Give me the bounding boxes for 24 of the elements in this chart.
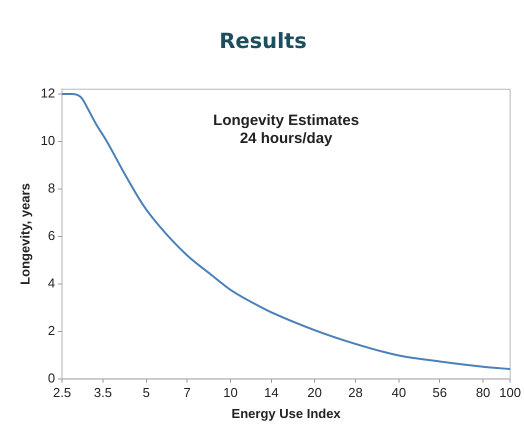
x-tick-label: 40 xyxy=(392,385,406,400)
chart-title: Results xyxy=(219,29,307,54)
x-tick-label: 80 xyxy=(476,385,490,400)
y-tick-label: 8 xyxy=(48,180,56,196)
x-tick-label: 20 xyxy=(307,385,322,400)
y-axis-title: Longevity, years xyxy=(17,183,32,285)
x-tick-label: 10 xyxy=(223,385,238,400)
y-tick-label: 12 xyxy=(40,86,56,101)
y-tick-label: 4 xyxy=(48,275,56,290)
x-tick-label: 7 xyxy=(184,385,191,400)
y-tick-label: 6 xyxy=(48,228,56,243)
x-tick-label: 2.5 xyxy=(53,385,72,400)
x-tick-label: 3.5 xyxy=(94,385,112,400)
x-tick-label: 100 xyxy=(499,385,522,400)
x-tick-label: 28 xyxy=(348,385,363,400)
x-axis-title: Energy Use Index xyxy=(232,406,342,421)
annotation: Longevity Estimates xyxy=(213,112,360,129)
x-tick-label: 5 xyxy=(142,385,150,400)
x-tick-label: 14 xyxy=(264,385,279,400)
y-tick-label: 2 xyxy=(48,322,56,338)
y-tick-label: 0 xyxy=(48,370,56,386)
y-tick-label: 10 xyxy=(40,133,56,148)
annotation: 24 hours/day xyxy=(240,130,334,147)
x-tick-label: 56 xyxy=(432,385,447,400)
